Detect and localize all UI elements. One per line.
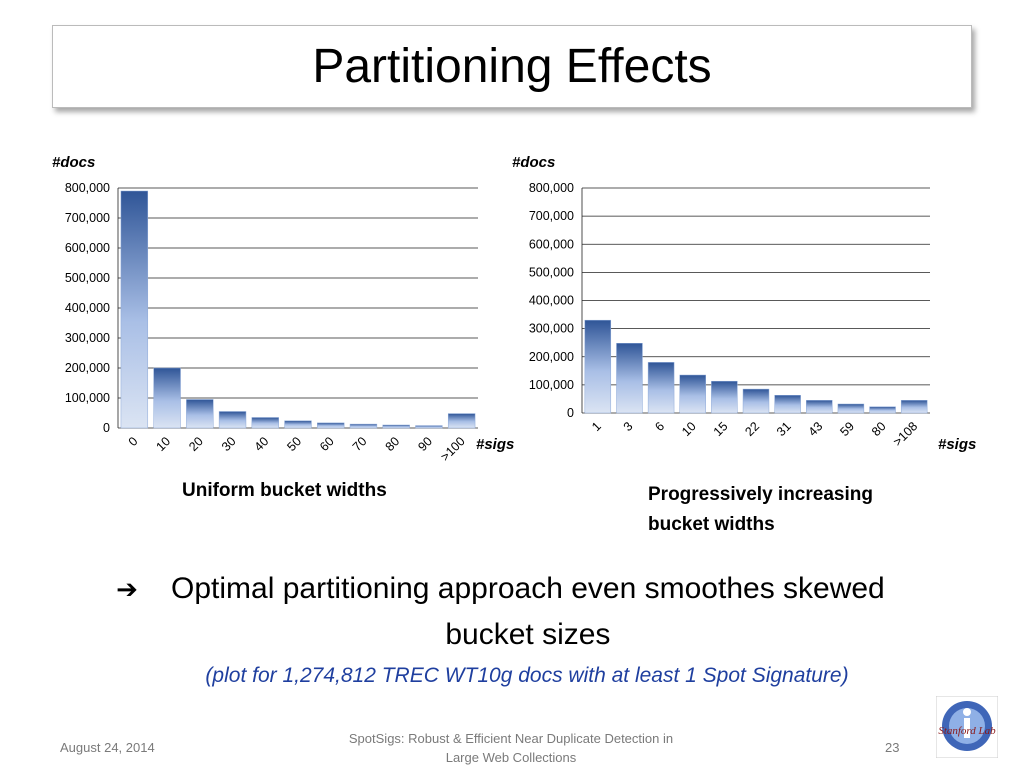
chart2-x-tick-label: 31 (774, 419, 794, 439)
chart2-y-tick-label: 0 (567, 406, 574, 420)
chart2-x-tick-label: 15 (711, 419, 731, 439)
chart2-x-tick-label: 59 (837, 419, 857, 439)
stanford-lab-logo: Stanford Lab (936, 696, 998, 758)
chart2-caption: Progressively increasing bucket widths (648, 484, 873, 535)
chart1-bar (415, 425, 443, 429)
chart2-y-axis-label: #docs (512, 154, 556, 171)
chart2-bar (774, 395, 801, 414)
chart-uniform: 0 100,000 200,000 300,000 400,000 500,000 600,… (65, 181, 478, 464)
chart2-x-tick-label: 43 (806, 419, 826, 439)
chart1-y-tick-label: 800,000 (65, 181, 110, 195)
chart1-bar (447, 413, 476, 429)
chart1-y-tick-label: 400,000 (65, 301, 110, 315)
chart2-x-tick-label: 6 (652, 419, 667, 434)
chart2-bar (616, 343, 643, 414)
chart1-x-axis-label: #sigs (476, 436, 515, 453)
title-box: Partitioning Effects (52, 25, 972, 108)
chart1-bar (284, 420, 312, 429)
chart2-x-axis-label: #sigs (938, 436, 977, 453)
chart1-y-tick-label: 200,000 (65, 361, 110, 375)
logo-text: Stanford Lab (938, 725, 996, 737)
chart2-y-tick-label: 400,000 (529, 294, 574, 308)
chart1-y-tick-label: 100,000 (65, 391, 110, 405)
chart1-bar (251, 417, 279, 429)
chart2-x-tick-label: 3 (621, 419, 636, 434)
chart2-bar (806, 400, 833, 414)
chart1-y-tick-label: 0 (103, 421, 110, 435)
chart2-bar (647, 362, 675, 414)
slide-title: Partitioning Effects (312, 40, 712, 93)
chart2-y-tick-label: 200,000 (529, 350, 574, 364)
conclusion-text: ➔ Optimal partitioning approach even smoo… (0, 566, 1024, 658)
chart2-x-tick-label: 10 (679, 419, 699, 439)
chart2-y-tick-label: 300,000 (529, 322, 574, 336)
chart1-bar (382, 424, 410, 429)
chart2-x-tick-label: 22 (742, 419, 762, 439)
chart1-bar (218, 411, 247, 429)
chart2-y-tick-label: 100,000 (529, 378, 574, 392)
arrow-icon: ➔ (116, 574, 138, 604)
chart1-bar (153, 367, 181, 429)
page-number: 23 (885, 740, 900, 755)
chart1-y-tick-label: 500,000 (65, 271, 110, 285)
chart1-y-tick-label: 700,000 (65, 211, 110, 225)
chart1-y-tick-label: 300,000 (65, 331, 110, 345)
chart2-bar (900, 400, 928, 414)
chart2-x-tick-label: 1 (589, 419, 604, 434)
conclusion-body: Optimal partitioning approach even smoot… (171, 572, 885, 651)
chart2-y-tick-label: 700,000 (529, 209, 574, 223)
footer-date: August 24, 2014 (60, 740, 155, 755)
chart2-bar (742, 388, 770, 414)
chart2-bar (837, 403, 865, 414)
chart2-bar (711, 380, 738, 414)
chart1-y-tick-label: 600,000 (65, 241, 110, 255)
chart2-x-tick-label: >108 (890, 419, 920, 449)
chart1-bar (186, 399, 214, 429)
chart2-y-tick-label: 600,000 (529, 237, 574, 251)
chart2-bar (869, 406, 896, 414)
chart2-bar (584, 319, 612, 414)
chart2-y-tick-label: 500,000 (529, 265, 574, 279)
chart2-x-tick-label: 80 (869, 419, 889, 439)
plot-note: (plot for 1,274,812 TREC WT10g docs with… (205, 664, 849, 687)
chart-progressive: 0 100,000 200,000 300,000 400,000 500,000 600,… (529, 181, 930, 449)
footer-title: SpotSigs: Robust & Efficient Near Duplic… (348, 731, 674, 765)
chart1-bar (120, 190, 149, 429)
chart1-caption: Uniform bucket widths (182, 480, 387, 501)
chart2-bar (679, 374, 706, 414)
chart1-bar (349, 423, 378, 429)
chart2-y-tick-label: 800,000 (529, 181, 574, 195)
chart1-y-axis-label: #docs (52, 154, 96, 171)
chart1-bar (317, 422, 345, 429)
